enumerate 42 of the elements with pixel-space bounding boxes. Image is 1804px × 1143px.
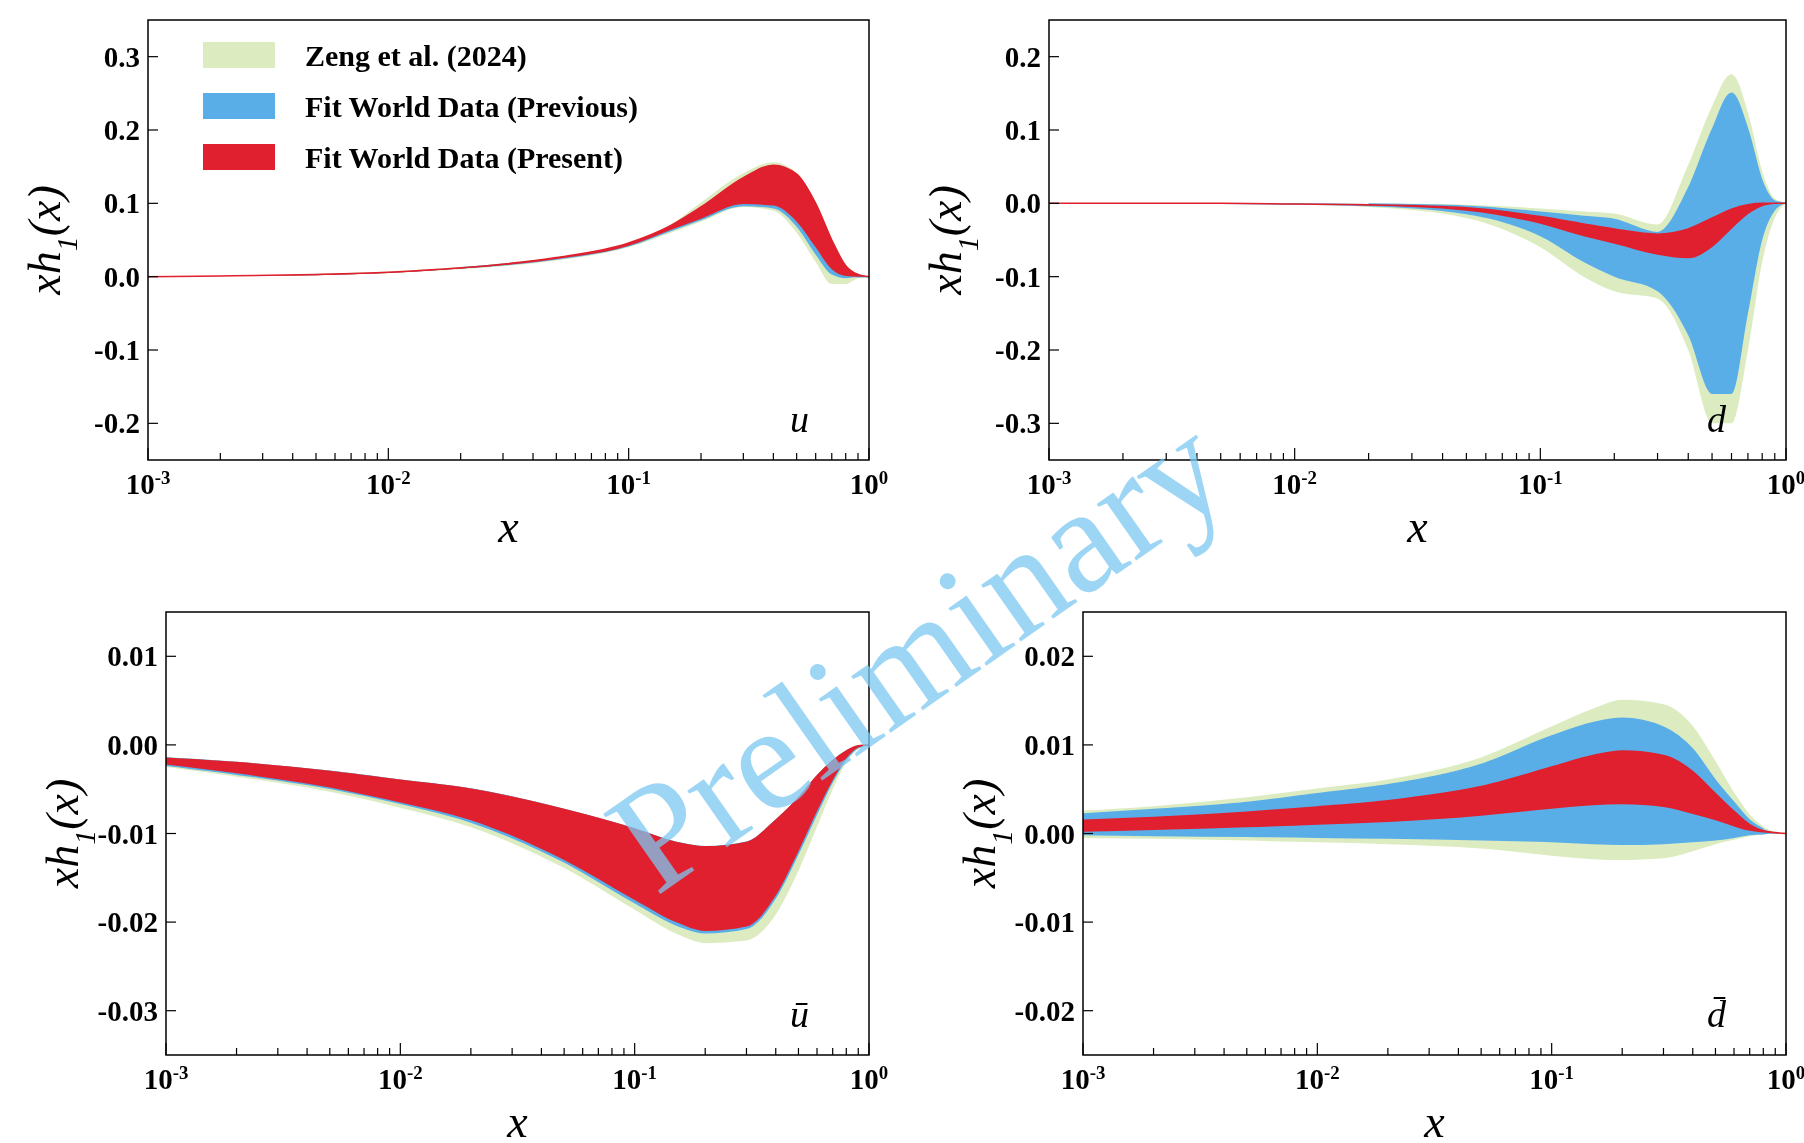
x-tick-label: 10$^{-3}$ [143,1061,189,1095]
x-tick-label: 10$^{0}$ [1766,466,1804,500]
y-tick-label: 0.0 [1004,187,1041,220]
x-tick-label: 10$^{-1}$ [1517,466,1563,500]
y-tick-label: -0.02 [1014,994,1075,1027]
x-axis-title: x [497,501,520,552]
y-tick-label: 0.1 [103,187,140,220]
x-tick-label: 10$^{-2}$ [1272,466,1318,500]
x-tick-label: 10$^{0}$ [849,1061,889,1095]
x-tick-label: 10$^{-2}$ [365,466,411,500]
x-axis-title: x [506,1096,529,1143]
legend-label: Fit World Data (Present) [305,140,624,175]
y-tick-label: -0.2 [995,334,1041,367]
x-tick-label: 10$^{-2}$ [1294,1061,1340,1095]
y-tick-label: -0.02 [97,906,158,939]
x-tick-label: 10$^{-1}$ [1529,1061,1575,1095]
annotation: u [790,398,809,440]
x-tick-label: 10$^{-3}$ [1060,1061,1106,1095]
y-tick-label: -0.2 [94,407,140,440]
y-tick-label: 0.3 [103,40,140,73]
x-tick-label: 10$^{-3}$ [125,466,171,500]
x-axis-title: x [1406,501,1429,552]
y-tick-label: 0.0 [103,260,140,293]
x-tick-label: 10$^{-2}$ [377,1061,423,1095]
legend-label: Fit World Data (Previous) [305,89,639,124]
x-axis-title: x [1423,1096,1446,1143]
y-tick-label: -0.03 [97,994,158,1027]
y-tick-label: 0.01 [107,640,158,673]
y-tick-label: 0.00 [107,729,158,762]
y-tick-label: 0.2 [103,114,140,147]
x-tick-label: 10$^{-1}$ [612,1061,658,1095]
y-tick-label: 0.2 [1004,40,1041,73]
annotation: d [1707,398,1727,440]
y-tick-label: 0.1 [1004,114,1041,147]
legend-label: Zeng et al. (2024) [305,38,527,73]
annotation: ū [790,993,809,1035]
y-tick-label: -0.01 [1014,906,1075,939]
x-tick-label: 10$^{0}$ [1766,1061,1804,1095]
y-tick-label: -0.1 [94,334,140,367]
annotation: d̄ [1707,993,1727,1035]
y-tick-label: -0.3 [995,407,1041,440]
y-tick-label: -0.1 [995,260,1041,293]
